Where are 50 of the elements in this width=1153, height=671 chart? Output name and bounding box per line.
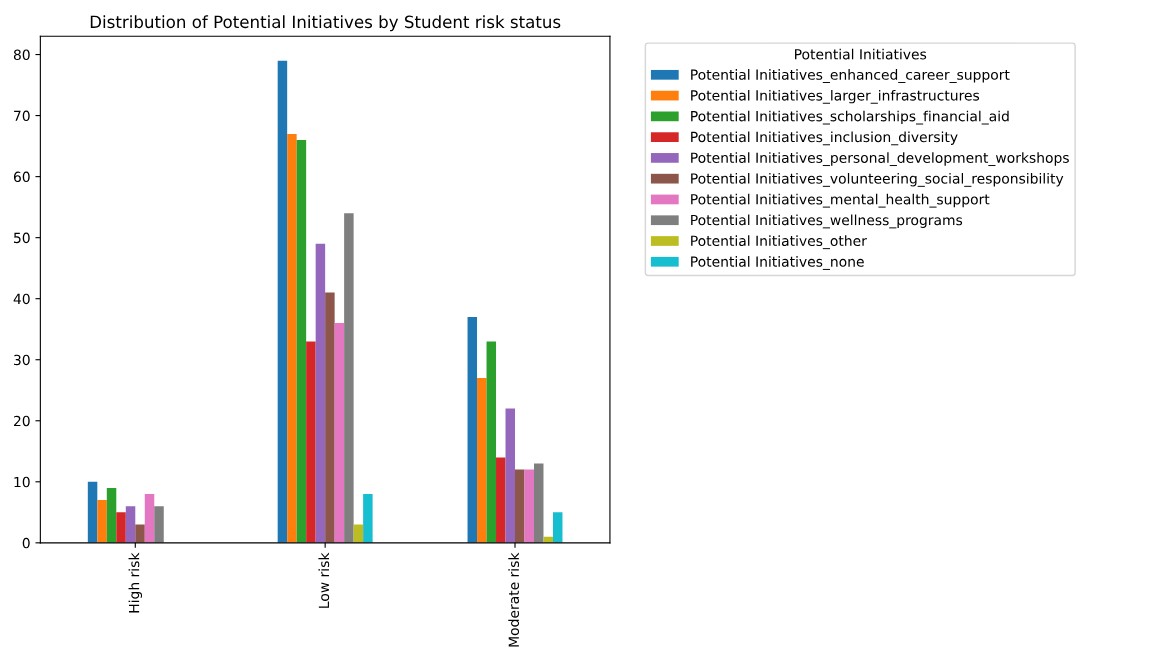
legend-title: Potential Initiatives [795, 48, 927, 60]
x-tick-label: Moderate risk [508, 552, 520, 647]
legend-label: Potential Initiatives_none [691, 256, 864, 270]
bar [116, 512, 126, 543]
bar [277, 60, 288, 543]
legend-label: Potential Initiatives_other [691, 235, 867, 250]
legend-label: Potential Initiatives_scholarships_financial_aid [691, 110, 1009, 125]
bar [334, 323, 345, 543]
legend-label: Potential Initiatives_larger_infrastructures [691, 89, 980, 104]
bar [154, 506, 164, 543]
bar [97, 500, 107, 543]
chart-title: Distribution of Potential Initiatives by Student risk status [90, 15, 561, 32]
bar [87, 481, 98, 543]
bar [477, 378, 487, 543]
bar [533, 463, 544, 543]
x-tick-label: High risk [128, 552, 143, 613]
legend-label: Potential Initiatives_mental_health_support [691, 193, 990, 208]
y-tick-label: 10 [14, 476, 30, 488]
y-tick-label: 20 [13, 415, 30, 427]
y-tick-label: 80 [13, 49, 30, 61]
y-tick-label: 70 [14, 110, 30, 122]
legend-label: Potential Initiatives_personal_development_workshops [691, 152, 1069, 167]
bar [306, 341, 316, 543]
bar [135, 524, 145, 543]
y-tick-label: 0 [22, 537, 30, 549]
bar [467, 317, 478, 543]
bar [296, 140, 307, 543]
bar [125, 506, 136, 543]
bar [496, 457, 506, 543]
bar [106, 487, 117, 543]
legend-label: Potential Initiatives_inclusion_diversity [691, 131, 958, 146]
legend-label: Potential Initiatives_volunteering_social_responsibility [691, 172, 1064, 187]
bar [363, 494, 373, 543]
y-tick-label: 40 [13, 293, 30, 305]
bar [144, 494, 155, 543]
bar [552, 512, 563, 543]
bar [515, 469, 525, 543]
bar [325, 292, 335, 543]
bar [344, 213, 354, 543]
bar [486, 341, 497, 543]
legend-label: Potential Initiatives_enhanced_career_support [691, 69, 1010, 83]
bar [287, 133, 297, 543]
bar [505, 408, 516, 543]
x-tick-label: Low risk [318, 552, 330, 608]
legend-label: Potential Initiatives_wellness_programs [691, 214, 963, 229]
y-tick-label: 30 [14, 354, 30, 366]
bar [315, 243, 326, 543]
bar [524, 469, 534, 543]
y-tick-label: 50 [14, 232, 30, 244]
y-tick-label: 60 [13, 171, 30, 183]
